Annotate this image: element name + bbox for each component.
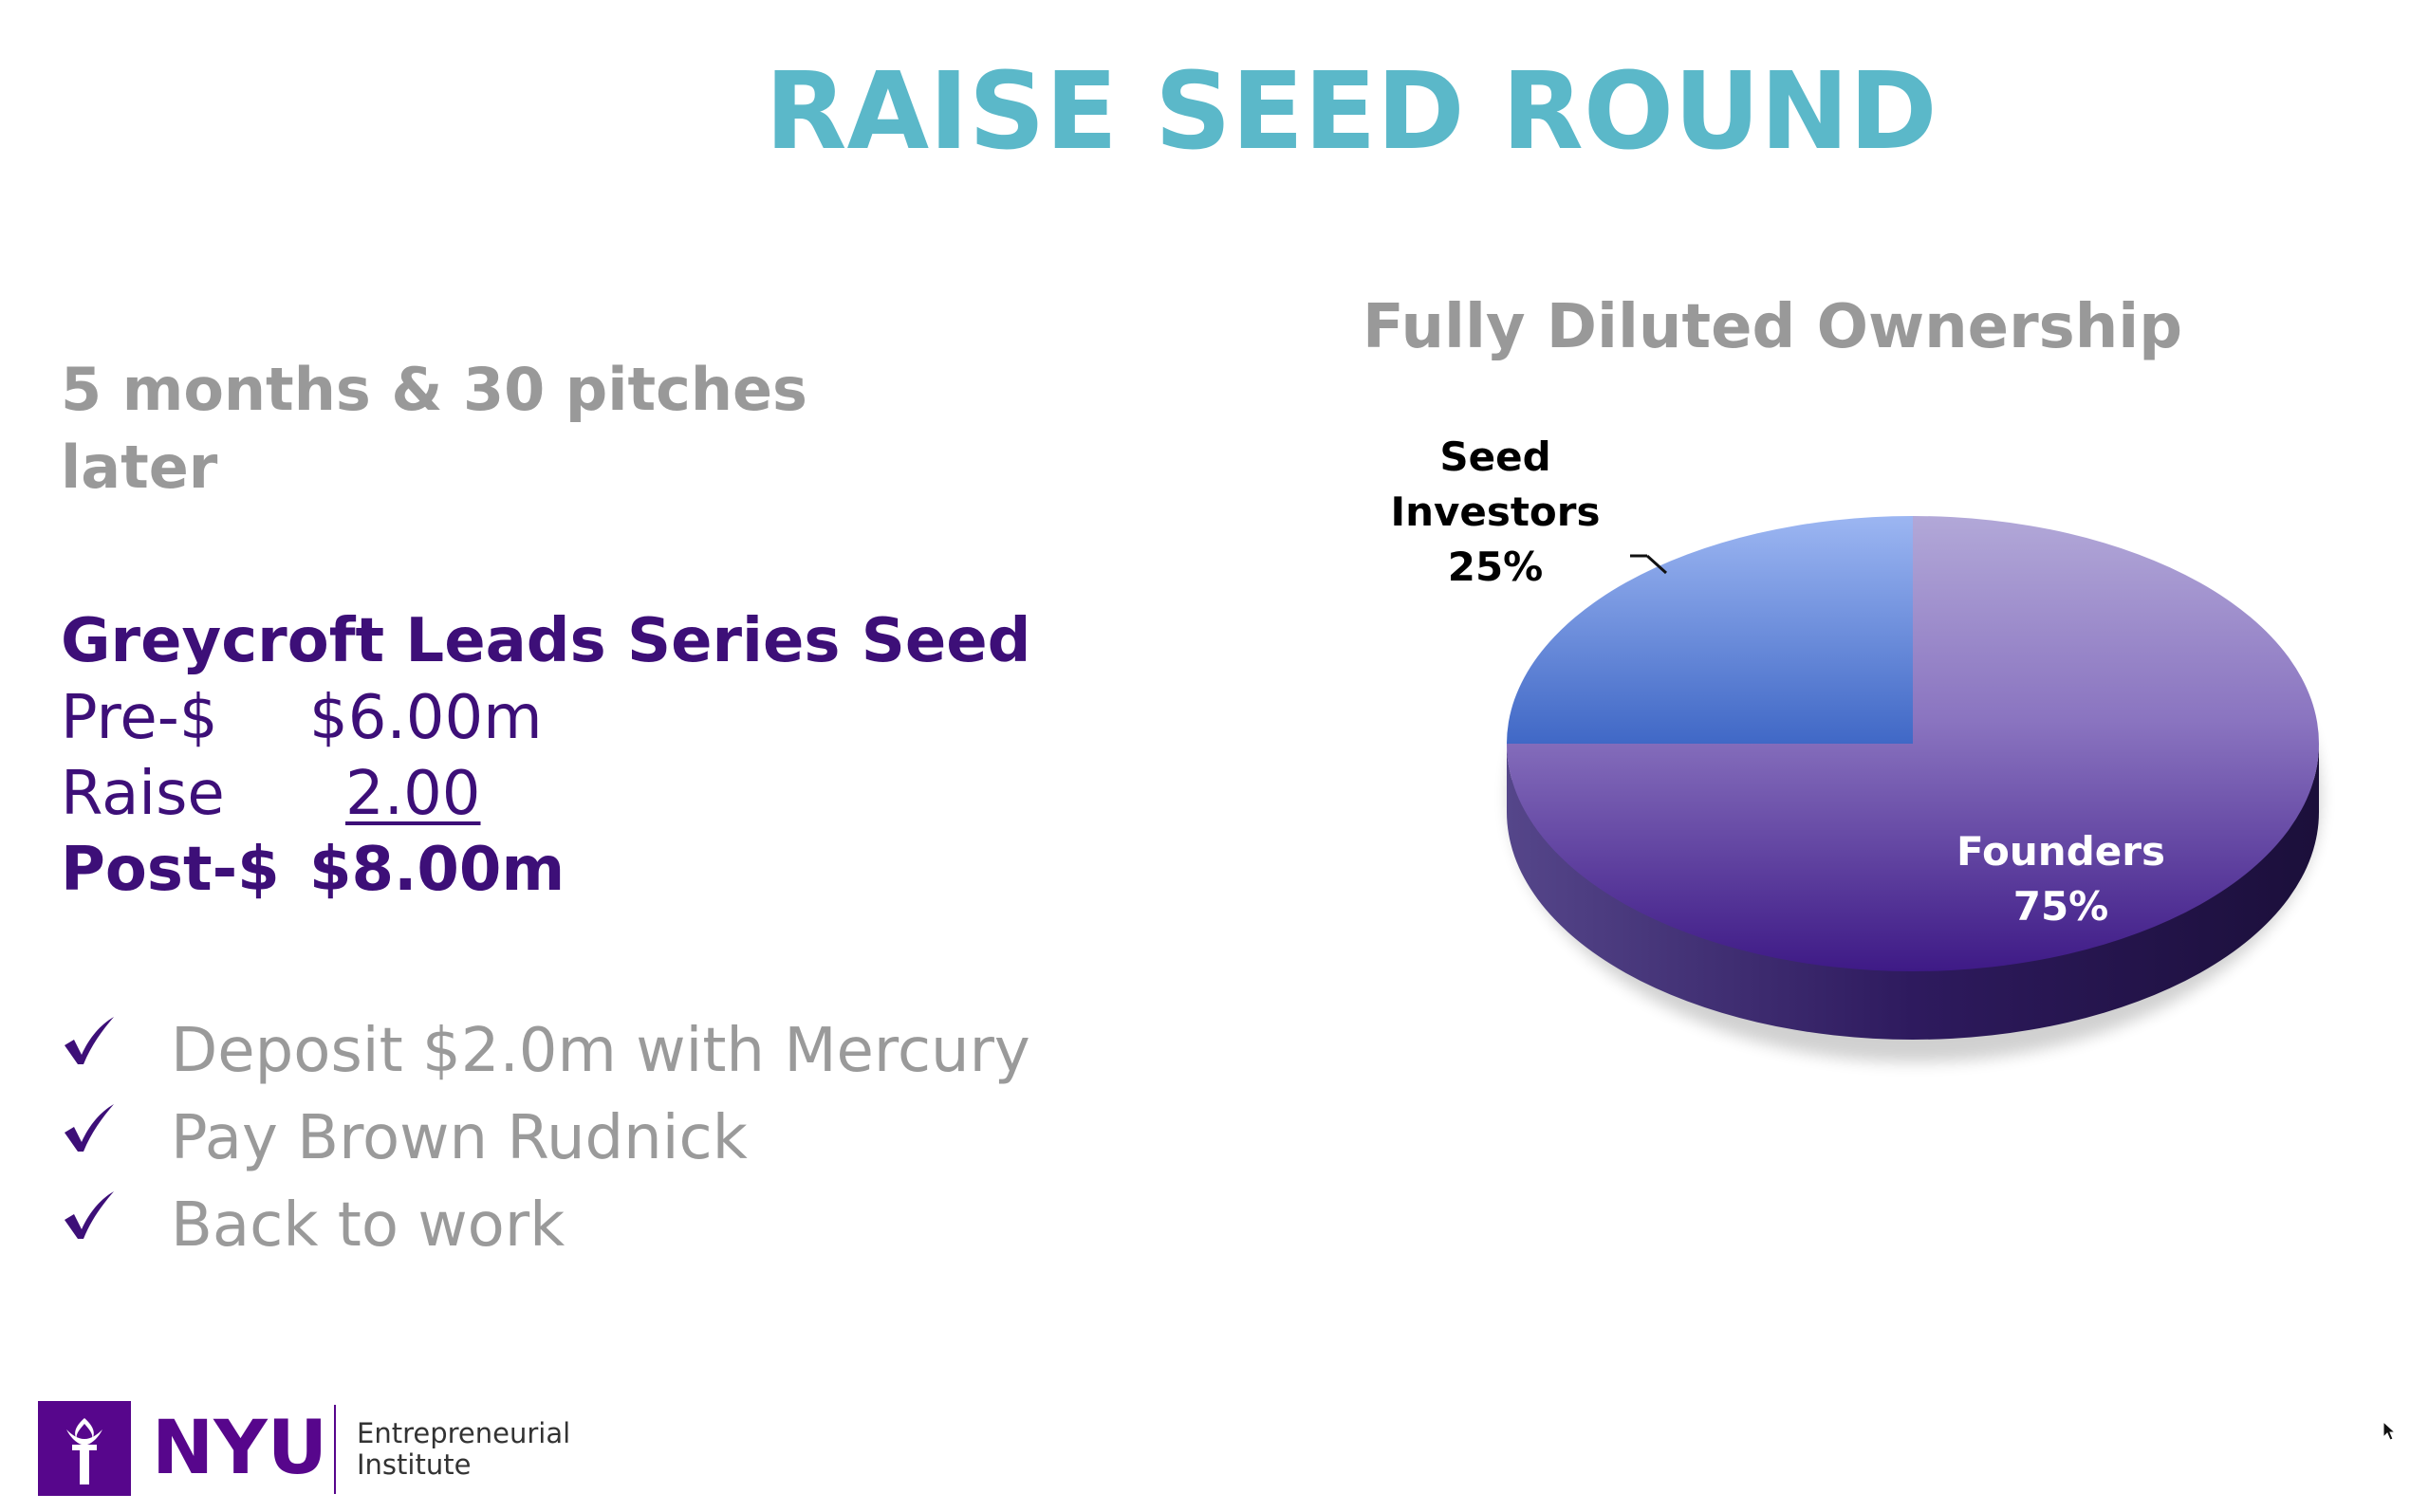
pre-money-label: Pre-$ [61,683,218,753]
subhead: 5 months & 30 pitches later [61,355,807,502]
checklist-item-text: Back to work [171,1190,566,1261]
institute-name: Entrepreneurial Institute [357,1418,622,1481]
checklist-item: Deposit $2.0m with Mercury [61,1007,1104,1095]
founders-value-label: 75% [2013,883,2109,930]
checkmark-icon [65,1191,114,1239]
mouse-cursor-icon [2383,1420,2397,1441]
checklist: Deposit $2.0m with Mercury Pay Brown Rud… [61,1007,1104,1269]
seed-label-line2: Investors [1390,489,1600,535]
checklist-item: Back to work [61,1182,1104,1269]
ownership-pie-chart: Seed Investors 25% Founders 75% [1390,433,2321,1062]
pre-money-row: Pre-$ $6.00m [61,680,1104,756]
deal-summary: Greycroft Leads Series Seed Pre-$ $6.00m… [61,602,1104,908]
checklist-item-text: Pay Brown Rudnick [171,1103,748,1173]
pre-money-value: $6.00m [309,683,543,753]
pie-slice-seed-investors [1507,516,1913,744]
raise-label: Raise [61,759,225,829]
torch-icon [38,1401,131,1496]
post-money-label: Post-$ [61,835,280,905]
raise-value: 2.00 [345,759,481,829]
checkmark-icon [65,1104,114,1152]
checklist-item: Pay Brown Rudnick [61,1095,1104,1182]
pie-side-wall [1507,744,2319,1040]
founders-label: Founders [1956,828,2165,875]
raise-row: Raise 2.00 [61,756,1104,832]
slide-title: RAISE SEED ROUND [765,50,1938,174]
seed-label-line1: Seed [1439,433,1550,480]
checkmark-icon [65,1017,114,1064]
deal-heading: Greycroft Leads Series Seed [61,606,1031,676]
institute-name-line1: Entrepreneurial [357,1417,571,1449]
post-money-value: $8.00m [309,835,566,905]
seed-leader-line [1645,554,1668,575]
logo-divider [334,1405,336,1494]
nyu-wordmark: NYU [152,1406,328,1491]
checklist-item-text: Deposit $2.0m with Mercury [171,1016,1030,1086]
institute-name-line2: Institute [357,1448,472,1481]
seed-value-label: 25% [1448,544,1544,590]
chart-title: Fully Diluted Ownership [1362,292,2183,362]
post-money-row: Post-$ $8.00m [61,832,1104,908]
